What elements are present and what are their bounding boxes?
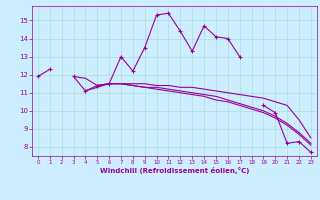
X-axis label: Windchill (Refroidissement éolien,°C): Windchill (Refroidissement éolien,°C) bbox=[100, 167, 249, 174]
